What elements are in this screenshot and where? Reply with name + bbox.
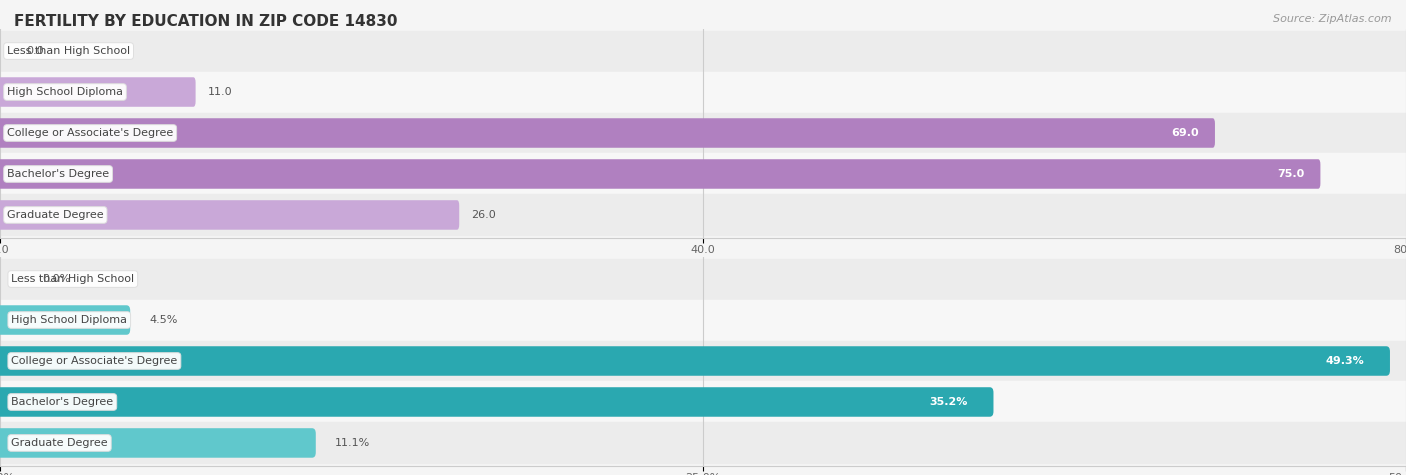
FancyBboxPatch shape <box>0 305 131 335</box>
Text: 4.5%: 4.5% <box>149 315 177 325</box>
Text: Bachelor's Degree: Bachelor's Degree <box>11 397 114 407</box>
Text: Graduate Degree: Graduate Degree <box>7 210 104 220</box>
Bar <box>0 113 1406 153</box>
Text: Less than High School: Less than High School <box>11 274 135 284</box>
Bar <box>0 258 1406 300</box>
Text: High School Diploma: High School Diploma <box>7 87 124 97</box>
Bar <box>0 381 1406 422</box>
Text: Graduate Degree: Graduate Degree <box>11 438 108 448</box>
Text: High School Diploma: High School Diploma <box>11 315 128 325</box>
Text: 26.0: 26.0 <box>471 210 496 220</box>
Text: Less than High School: Less than High School <box>7 46 131 56</box>
Text: Source: ZipAtlas.com: Source: ZipAtlas.com <box>1274 14 1392 24</box>
Text: 0.0%: 0.0% <box>42 274 70 284</box>
FancyBboxPatch shape <box>0 428 316 458</box>
FancyBboxPatch shape <box>0 118 1215 148</box>
Text: 11.1%: 11.1% <box>335 438 370 448</box>
Bar <box>0 30 1406 72</box>
Bar <box>0 194 1406 236</box>
FancyBboxPatch shape <box>0 387 994 417</box>
FancyBboxPatch shape <box>0 346 1391 376</box>
Text: 35.2%: 35.2% <box>929 397 967 407</box>
Text: 75.0: 75.0 <box>1277 169 1305 179</box>
Text: 0.0: 0.0 <box>27 46 44 56</box>
Bar <box>0 153 1406 194</box>
FancyBboxPatch shape <box>0 159 1320 189</box>
Text: College or Associate's Degree: College or Associate's Degree <box>7 128 173 138</box>
FancyBboxPatch shape <box>0 77 195 107</box>
Text: College or Associate's Degree: College or Associate's Degree <box>11 356 177 366</box>
Text: FERTILITY BY EDUCATION IN ZIP CODE 14830: FERTILITY BY EDUCATION IN ZIP CODE 14830 <box>14 14 398 29</box>
Text: 69.0: 69.0 <box>1171 128 1198 138</box>
Text: 49.3%: 49.3% <box>1324 356 1364 366</box>
Text: 11.0: 11.0 <box>208 87 232 97</box>
Text: Bachelor's Degree: Bachelor's Degree <box>7 169 110 179</box>
Bar <box>0 422 1406 464</box>
Bar <box>0 341 1406 381</box>
Bar <box>0 300 1406 341</box>
FancyBboxPatch shape <box>0 200 460 230</box>
Bar <box>0 72 1406 113</box>
